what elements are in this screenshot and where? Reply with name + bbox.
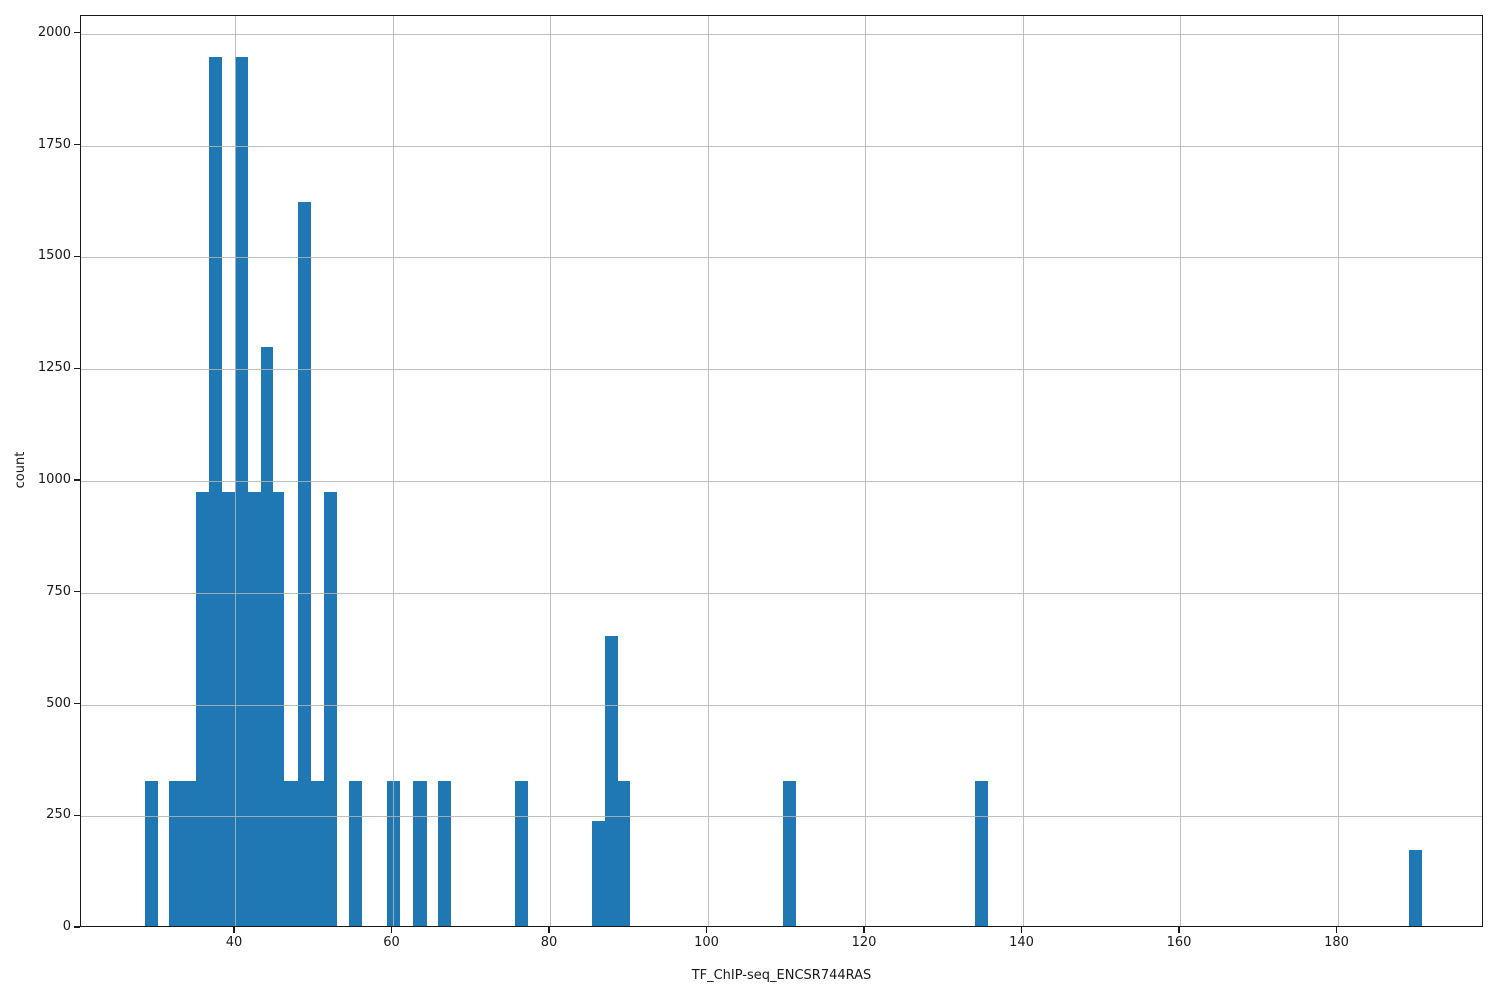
histogram-bar — [387, 781, 400, 926]
y-tick-label: 250 — [46, 807, 71, 823]
y-tick-label: 0 — [62, 919, 71, 934]
gridline-vertical — [392, 16, 394, 926]
y-tick-mark — [74, 591, 80, 593]
x-tick-label: 100 — [694, 935, 719, 950]
gridline-vertical — [1337, 16, 1339, 926]
gridline-horizontal — [81, 704, 1482, 706]
histogram-bar — [235, 56, 248, 926]
x-tick-label: 40 — [225, 935, 243, 950]
y-tick-label: 1750 — [37, 136, 71, 152]
histogram-bar — [310, 781, 324, 926]
y-tick-label: 1000 — [37, 471, 71, 487]
y-tick-mark — [74, 367, 80, 369]
y-tick-label: 1250 — [37, 360, 71, 376]
gridline-vertical — [235, 16, 236, 926]
x-tick-label: 80 — [540, 935, 558, 950]
y-tick-label: 750 — [46, 583, 71, 599]
y-tick-label: 2000 — [37, 24, 71, 40]
x-tick-label: 140 — [1009, 935, 1034, 950]
gridline-vertical — [1022, 16, 1024, 926]
histogram-bar — [196, 491, 210, 926]
x-tick-label: 180 — [1324, 935, 1349, 950]
histogram-bar — [438, 781, 451, 926]
histogram-bar — [273, 491, 284, 926]
histogram-bar — [349, 781, 363, 926]
histogram-bar — [413, 781, 427, 926]
x-tick-mark — [390, 927, 393, 933]
x-tick-mark — [705, 927, 708, 933]
gridline-horizontal — [81, 480, 1482, 482]
x-tick-label: 120 — [851, 935, 877, 950]
histogram-bar — [515, 781, 529, 926]
histogram-bar — [168, 781, 196, 926]
gridline-horizontal — [81, 816, 1482, 818]
histogram-bar — [783, 781, 797, 926]
histogram-bar — [324, 491, 337, 926]
histogram-bar — [592, 820, 605, 926]
y-axis-label: count — [13, 451, 28, 489]
x-tick-mark — [1178, 927, 1180, 933]
y-tick-mark — [74, 144, 80, 146]
histogram-bar — [284, 781, 298, 926]
histogram-bar — [260, 346, 274, 926]
y-tick-mark — [74, 702, 80, 705]
y-tick-mark — [74, 814, 80, 816]
gridline-vertical — [707, 16, 709, 926]
x-tick-mark — [233, 927, 235, 933]
histogram-bar — [298, 201, 311, 926]
histogram-bar — [222, 491, 236, 926]
y-tick-mark — [74, 32, 80, 34]
histogram-bar — [605, 636, 618, 926]
y-tick-mark — [74, 479, 80, 481]
gridline-horizontal — [81, 145, 1482, 147]
x-tick-label: 160 — [1166, 935, 1192, 950]
gridline-horizontal — [81, 257, 1482, 259]
histogram-bar — [144, 781, 158, 926]
gridline-vertical — [1180, 16, 1181, 926]
plot-area — [80, 15, 1483, 927]
gridline-horizontal — [81, 33, 1482, 35]
gridline-horizontal — [81, 592, 1482, 594]
histogram-bar — [209, 56, 223, 926]
x-tick-mark — [1020, 927, 1023, 933]
x-tick-mark — [863, 927, 865, 933]
y-tick-mark — [74, 255, 80, 258]
histogram-bar — [617, 781, 630, 926]
y-tick-mark — [74, 926, 80, 928]
y-tick-label: 500 — [46, 695, 71, 711]
x-tick-mark — [1335, 927, 1338, 933]
gridline-vertical — [550, 16, 551, 926]
gridline-vertical — [865, 16, 866, 926]
gridline-horizontal — [81, 369, 1482, 371]
histogram-bar — [247, 491, 261, 926]
histogram-bar — [1409, 850, 1422, 926]
x-axis-label: TF_ChIP-seq_ENCSR744RAS — [691, 968, 872, 983]
histogram-bar — [975, 781, 988, 926]
x-tick-mark — [548, 927, 550, 933]
y-tick-label: 1500 — [37, 248, 71, 264]
x-tick-label: 60 — [383, 935, 400, 950]
